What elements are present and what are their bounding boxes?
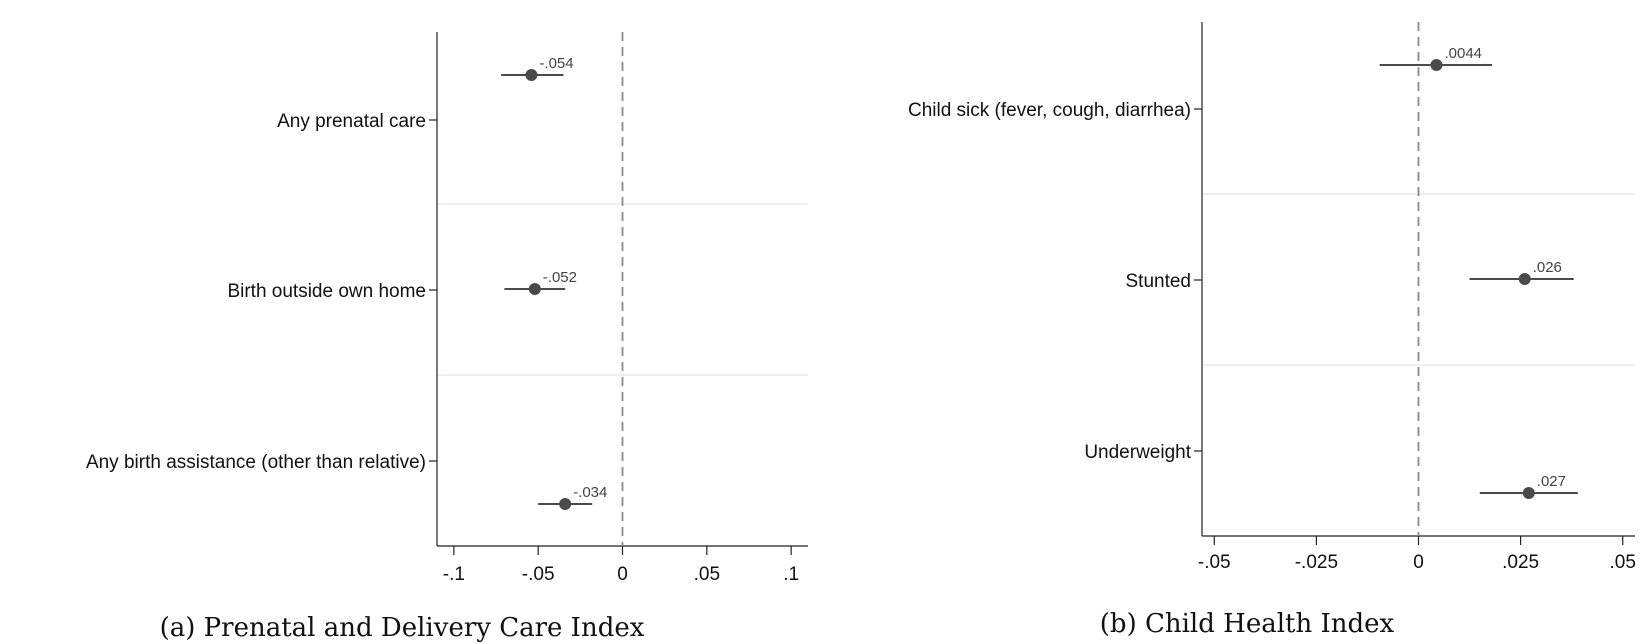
panel-a-data-label: -.034: [573, 484, 607, 501]
panel-a-category-label: Any birth assistance (other than relativ…: [86, 452, 426, 473]
panel-a-point-estimate: [525, 69, 538, 81]
panel-a-data-label: -.052: [543, 269, 577, 286]
panel-a-x-ticks: -.1 -.05 0 .05 .1: [443, 546, 799, 585]
panel-a-data-label: -.054: [539, 55, 573, 72]
panel-a-point-estimate: [528, 283, 541, 295]
panel-a-x-tick-label: -.1: [443, 564, 465, 585]
panel-b-category-label: Underweight: [1084, 442, 1191, 463]
panel-b-estimates: .0044 .026 .027: [1379, 45, 1578, 499]
panel-a-estimates: -.054 -.052 -.034: [501, 55, 607, 510]
panel-b-x-tick-label: .025: [1502, 552, 1539, 573]
panel-a-prenatal-delivery-care: Any prenatal care Birth outside own home A…: [86, 32, 808, 643]
panel-b-x-tick-label: 0: [1413, 552, 1424, 573]
panel-b-x-ticks: -.05 -.025 0 .025 .05: [1198, 536, 1636, 573]
panel-a-point-estimate: [559, 498, 572, 510]
panel-b-x-tick-label: .05: [1610, 552, 1636, 573]
panel-b-x-tick-label: -.05: [1198, 552, 1231, 573]
panel-b-x-tick-label: -.025: [1295, 552, 1338, 573]
panel-a-x-tick-label: .05: [694, 564, 720, 585]
panel-b-data-label: .026: [1533, 259, 1562, 276]
panel-a-x-tick-label: -.05: [522, 564, 555, 585]
panel-a-x-tick-label: 0: [617, 564, 628, 585]
panel-b-category-label: Stunted: [1126, 271, 1192, 292]
panel-b-point-estimate: [1430, 59, 1443, 71]
panel-a-category-label: Birth outside own home: [227, 281, 426, 302]
panel-b-category-label: Child sick (fever, cough, diarrhea): [908, 100, 1191, 121]
panel-a-category-label: Any prenatal care: [277, 111, 426, 132]
panel-a-x-tick-label: .1: [783, 564, 799, 585]
panel-b-data-label: .027: [1537, 473, 1566, 490]
panel-b-caption: (b) Child Health Index: [1100, 609, 1395, 639]
panel-b-category-labels: Child sick (fever, cough, diarrhea) Stunt…: [908, 100, 1202, 463]
panel-b-point-estimate: [1518, 273, 1531, 285]
panel-a-caption: (a) Prenatal and Delivery Care Index: [160, 613, 645, 643]
panel-b-point-estimate: [1522, 487, 1535, 499]
panel-b-child-health: Child sick (fever, cough, diarrhea) Stunt…: [908, 22, 1636, 639]
panel-a-category-labels: Any prenatal care Birth outside own home A…: [86, 111, 437, 473]
panel-b-data-label: .0044: [1444, 45, 1482, 62]
